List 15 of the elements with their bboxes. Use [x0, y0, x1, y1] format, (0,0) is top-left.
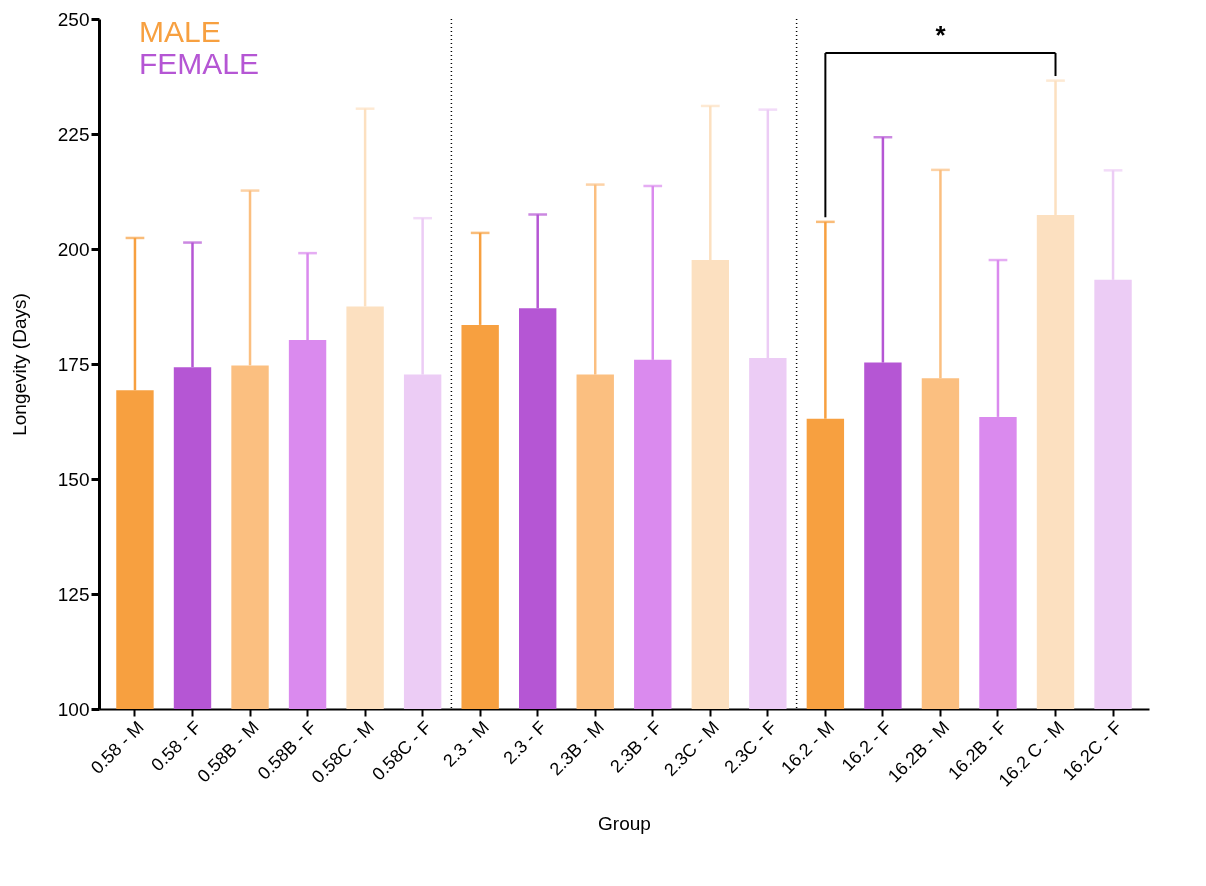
y-tick-label: 125 [57, 583, 90, 605]
y-tick-label: 175 [57, 353, 90, 375]
y-tick-label: 200 [57, 238, 90, 260]
x-tick-label: 2.3 - F [499, 717, 551, 769]
y-tick-label: 150 [57, 468, 90, 490]
text: MALE [139, 15, 221, 48]
text: FEMALE [139, 47, 260, 80]
y-axis-title: Longevity (Days) [8, 293, 30, 436]
x-tick-label: 0.58 - M [86, 717, 148, 778]
y-tick-label: 100 [57, 698, 90, 720]
y-tick-label: 225 [57, 123, 90, 145]
x-axis-title: Group [598, 812, 651, 834]
annotation: * [935, 20, 947, 51]
x-tick-label: 2.3 - M [439, 717, 493, 771]
y-tick-label: 250 [57, 8, 90, 30]
